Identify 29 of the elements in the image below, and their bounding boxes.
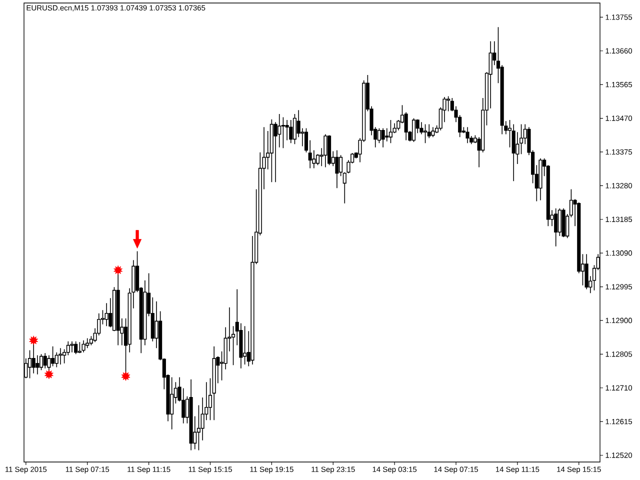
candlestick bbox=[212, 346, 216, 421]
candlestick bbox=[335, 150, 339, 189]
point bbox=[114, 265, 123, 275]
candlestick bbox=[512, 124, 516, 182]
candlestick bbox=[58, 348, 62, 365]
candlestick bbox=[377, 128, 381, 144]
candlestick bbox=[74, 341, 78, 355]
point bbox=[44, 370, 54, 380]
candlestick bbox=[40, 354, 44, 371]
candlestick bbox=[554, 208, 558, 247]
candlestick bbox=[412, 118, 416, 142]
candlestick bbox=[562, 208, 566, 238]
candlestick bbox=[328, 134, 332, 166]
candlestick bbox=[538, 158, 542, 201]
point bbox=[29, 336, 38, 346]
candlestick bbox=[292, 114, 297, 145]
point bbox=[121, 371, 130, 381]
candlestick bbox=[324, 134, 328, 168]
candlestick bbox=[427, 124, 431, 139]
candlestick bbox=[86, 338, 90, 349]
candlestick bbox=[466, 126, 470, 144]
candlestick bbox=[43, 352, 47, 369]
candlestick bbox=[82, 340, 86, 353]
candlestick bbox=[189, 378, 193, 451]
candlestick bbox=[431, 126, 435, 138]
candlestick bbox=[70, 341, 74, 353]
candlestick bbox=[270, 118, 274, 183]
candlestick bbox=[584, 254, 588, 290]
candlestick bbox=[381, 128, 385, 148]
